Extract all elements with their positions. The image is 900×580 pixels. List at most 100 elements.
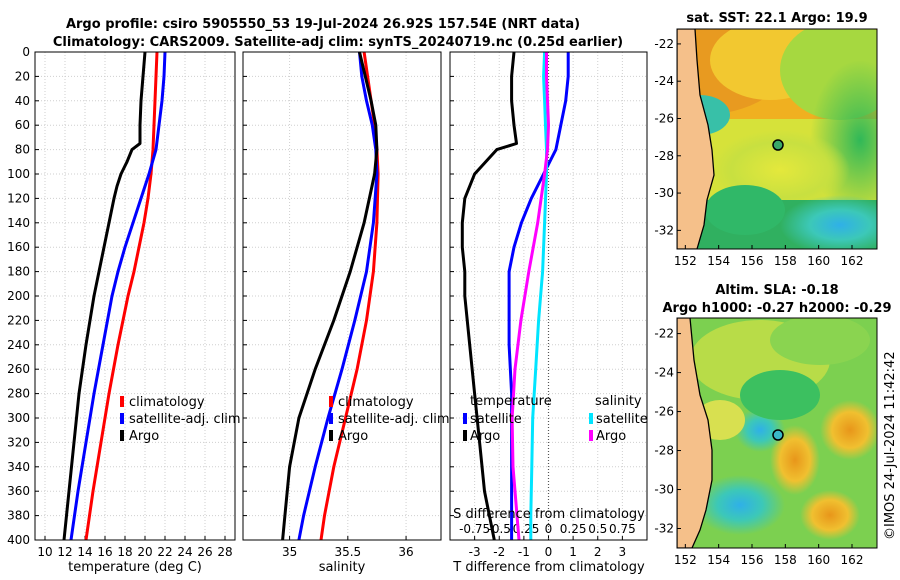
y-tick-label: 220 [7,313,30,327]
plot-frame [449,51,648,541]
x-tick-label: 22 [157,545,172,559]
legend-label-argo: Argo [129,429,159,444]
series-line-satellite-adj-clim [69,52,167,540]
legend-label-climatology: climatology [129,395,205,410]
legend-label-satellite: satellite-adj. clim [338,412,450,427]
map-x-tick-label: 152 [674,254,697,268]
top-tick-label: 0.25 [560,522,587,536]
y-tick-label: 20 [15,69,30,83]
legend-swatch-satellite [329,413,333,424]
x-tick-label: 24 [177,545,192,559]
map-x-tick-label: 152 [674,553,697,567]
map-y-tick-label: -22 [654,37,674,51]
map-y-tick-label: -24 [654,74,674,88]
legend-label-temp-satellite: satellite [470,412,522,427]
y-tick-label: 140 [7,216,30,230]
legend-swatch-sal-satellite [589,413,593,424]
y-tick-label: 320 [7,435,30,449]
salinity-panel: 35 35.5 36 [242,51,442,559]
series-group [281,52,380,540]
y-tick-label: 200 [7,289,30,303]
series-line-argo [281,52,379,540]
sla-map-ticks: 152 154 156 158 160 162 -22 -24 -26 -28 -30 -32 [654,327,863,567]
map-x-tick-label: 160 [807,553,830,567]
x-tick-label: 14 [77,545,92,559]
x-tick-label: 12 [57,545,72,559]
legend-swatch-climatology [329,396,333,407]
map-x-tick-label: 162 [841,553,864,567]
x-tick-label: 20 [137,545,152,559]
map-x-tick-label: 158 [774,553,797,567]
legend-swatch-argo [329,430,333,441]
map-x-tick-label: 158 [774,254,797,268]
series-group [62,52,167,540]
series-line-salinity-satellite [529,52,548,540]
temperature-panel: 10 12 14 16 18 20 22 24 26 2802040608010012014016… [7,45,236,559]
map-y-tick-label: -30 [654,186,674,200]
y-tick-label: 100 [7,167,30,181]
map-y-tick-label: -26 [654,405,674,419]
y-tick-label: 240 [7,338,30,352]
y-tick-label: 360 [7,484,30,498]
legend-swatch-sal-argo [589,430,593,441]
legend-label-temperature: temperature [470,394,552,409]
difference-top-label: S difference from climatology [453,507,645,522]
map-y-tick-label: -28 [654,444,674,458]
x-tick-label: -1 [518,545,530,559]
x-tick-label: 26 [197,545,212,559]
map-x-tick-label: 154 [707,553,730,567]
sla-map-title-line1: Altim. SLA: -0.18 [715,283,838,298]
series-line-climatology [84,52,159,540]
map-y-tick-label: -30 [654,483,674,497]
map-x-tick-label: 154 [707,254,730,268]
x-tick-label: 35 [282,545,297,559]
map-y-tick-label: -22 [654,327,674,341]
sst-argo-marker [772,139,784,151]
legend-swatch-temp-argo [463,430,467,441]
legend-label-sal-satellite: satellite [596,412,648,427]
series-line-temperature-argo [460,52,518,540]
map-y-tick-label: -28 [654,149,674,163]
legend-label-sal-argo: Argo [596,429,626,444]
legend-label-argo: Argo [338,429,368,444]
x-tick-label: 2 [594,545,602,559]
x-tick-label: 16 [97,545,112,559]
x-tick-label: 28 [217,545,232,559]
difference-x-label: T difference from climatology [452,560,645,575]
legend-label-climatology: climatology [338,395,414,410]
salinity-x-label: salinity [319,560,366,575]
y-tick-label: 380 [7,509,30,523]
legend-swatch-satellite [120,413,124,424]
map-y-tick-label: -32 [654,522,674,536]
series-line-satellite-adj-clim [297,52,379,540]
sla-map-image [677,318,877,548]
legend-label-temp-argo: Argo [470,429,500,444]
y-tick-label: 340 [7,460,30,474]
imos-credit: ©IMOS 24-Jul-2024 11:42:42 [883,351,898,540]
x-tick-label: 36 [398,545,413,559]
sla-map-title-line2: Argo h1000: -0.27 h2000: -0.29 [662,301,891,316]
map-x-tick-label: 160 [807,254,830,268]
difference-legend: temperature satellite Argo salinity sate… [463,394,648,444]
sst-map-image [677,29,877,249]
y-tick-label: 120 [7,191,30,205]
map-y-tick-label: -32 [654,223,674,237]
y-tick-label: 280 [7,387,30,401]
x-tick-label: 35.5 [334,545,361,559]
sla-argo-marker [772,429,784,441]
salinity-legend: climatology satellite-adj. clim Argo [329,395,450,444]
x-tick-label: -2 [493,545,505,559]
y-tick-label: 180 [7,265,30,279]
y-tick-label: 60 [15,118,30,132]
plot-frame [34,51,236,541]
difference-panel: -3 -2 -1 0 1 2 3-0.75-0.5-0.25 0 0.25 0.5 0.75 [449,51,648,559]
map-y-tick-label: -24 [654,366,674,380]
y-tick-label: 80 [15,143,30,157]
sla-map-frame [676,317,878,549]
map-y-tick-label: -26 [654,111,674,125]
y-tick-label: 400 [7,533,30,547]
top-tick-label: 0.5 [588,522,607,536]
y-tick-label: 160 [7,240,30,254]
x-tick-label: 18 [117,545,132,559]
